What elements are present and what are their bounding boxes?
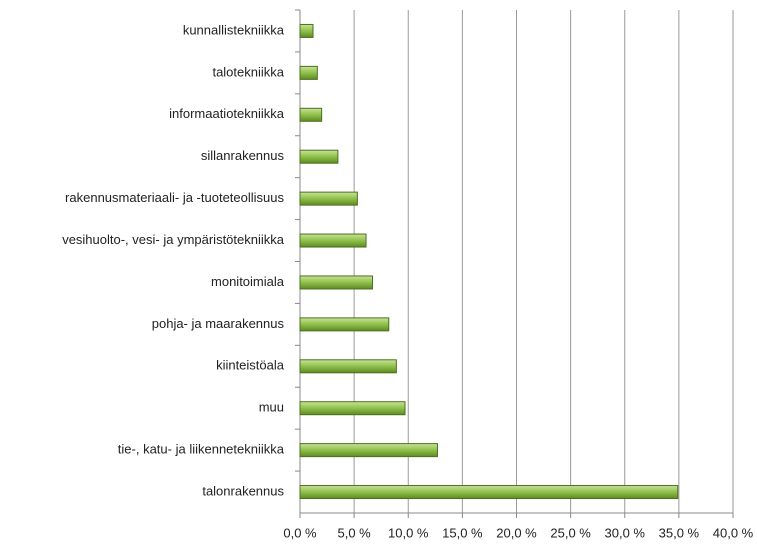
bar [299,485,679,500]
x-tick-label: 15,0 % [442,525,483,540]
bar [299,317,390,332]
y-tick-label: kiinteistöala [216,358,285,373]
y-tick-label: talotekniikka [212,64,284,79]
x-tick-label: 25,0 % [550,525,591,540]
bar [299,359,397,374]
y-tick-label: pohja- ja maarakennus [152,316,285,331]
y-tick-label: informaatiotekniikka [169,106,285,121]
y-tick-label: sillanrakennus [201,148,285,163]
y-tick-label: monitoimiala [211,274,285,289]
bar [299,401,406,416]
bar [299,275,374,290]
y-tick-label: rakennusmateriaali- ja -tuoteteollisuus [65,190,284,205]
x-tick-label: 20,0 % [496,525,537,540]
bar [299,443,438,458]
x-tick-label: 0,0 % [283,525,317,540]
y-tick-label: kunnallistekniikka [183,22,285,37]
bar [299,233,367,248]
bar [299,191,358,206]
x-tick-label: 35,0 % [659,525,700,540]
y-tick-label: tie-, katu- ja liikennetekniikka [118,442,285,457]
bar [299,149,339,164]
bar [299,65,318,80]
x-tick-label: 5,0 % [338,525,372,540]
bar [299,107,323,122]
y-tick-label: vesihuolto-, vesi- ja ympäristötekniikka [62,232,285,247]
x-tick-label: 40,0 % [713,525,754,540]
bar [299,23,314,38]
y-tick-label: muu [259,400,284,415]
x-tick-label: 30,0 % [605,525,646,540]
y-tick-label: talonrakennus [202,483,284,498]
x-tick-label: 10,0 % [388,525,429,540]
